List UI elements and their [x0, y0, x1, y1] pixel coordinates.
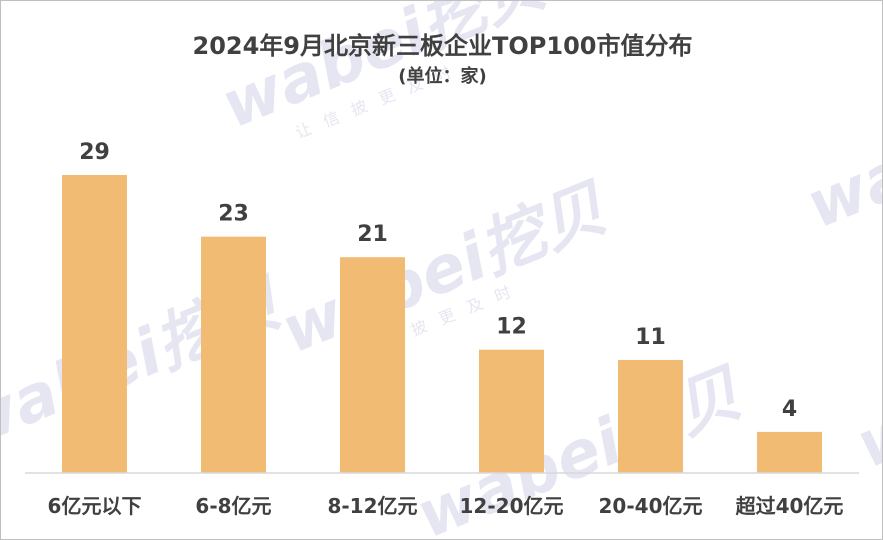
value-label-4: 11 — [635, 325, 666, 350]
value-label-0: 29 — [79, 140, 110, 165]
bar-1 — [201, 236, 266, 473]
chart-subtitle: (单位：家) — [398, 66, 487, 87]
bars-group — [62, 175, 822, 473]
category-label-4: 20-40亿元 — [599, 494, 703, 518]
value-label-1: 23 — [218, 202, 249, 227]
category-label-2: 8-12亿元 — [327, 494, 417, 518]
bar-4 — [618, 359, 683, 473]
bar-0 — [62, 175, 127, 473]
bar-2 — [340, 257, 405, 473]
chart-title: 2024年9月北京新三板企业TOP100市值分布 — [192, 32, 693, 60]
category-label-1: 6-8亿元 — [195, 494, 271, 518]
category-label-0: 6亿元以下 — [48, 494, 142, 518]
value-labels-group: 29 23 21 12 11 4 — [79, 140, 797, 422]
bar-3 — [479, 349, 544, 473]
bar-5 — [757, 431, 822, 473]
value-label-5: 4 — [782, 397, 797, 422]
category-labels-group: 6亿元以下 6-8亿元 8-12亿元 12-20亿元 20-40亿元 超过40亿元 — [48, 494, 844, 518]
value-label-3: 12 — [496, 315, 527, 340]
category-label-3: 12-20亿元 — [460, 494, 564, 518]
category-label-5: 超过40亿元 — [735, 494, 844, 518]
value-label-2: 21 — [357, 222, 388, 247]
